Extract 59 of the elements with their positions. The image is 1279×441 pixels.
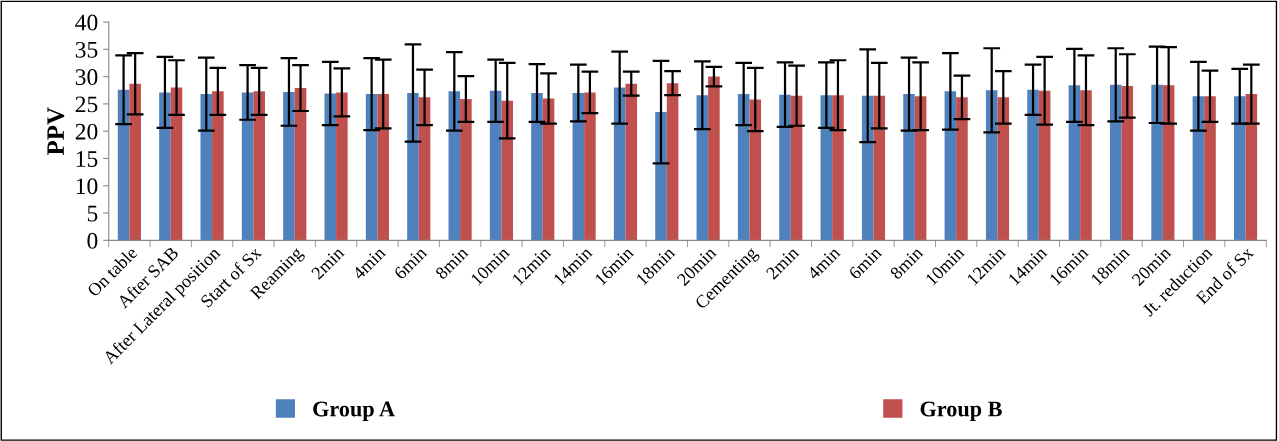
bar bbox=[336, 92, 348, 241]
bar bbox=[1233, 96, 1246, 241]
bar bbox=[241, 92, 254, 241]
bar bbox=[666, 83, 679, 241]
y-axis-title: PPV bbox=[47, 107, 65, 156]
bar bbox=[159, 92, 171, 241]
y-tick-label: 40 bbox=[75, 14, 98, 31]
bar bbox=[625, 83, 638, 241]
bar bbox=[914, 96, 927, 241]
bar bbox=[407, 93, 419, 241]
bar bbox=[696, 95, 709, 241]
bar bbox=[873, 95, 886, 241]
x-tick-label: 8min bbox=[434, 245, 469, 280]
bar bbox=[956, 97, 968, 241]
bar bbox=[997, 97, 1010, 241]
bar bbox=[531, 93, 543, 241]
bar bbox=[655, 112, 667, 241]
bar bbox=[737, 94, 750, 241]
legend-label: Group A bbox=[313, 401, 395, 421]
bar bbox=[283, 91, 295, 241]
y-tick-label: 25 bbox=[75, 96, 98, 113]
bar bbox=[1027, 89, 1039, 241]
bar bbox=[1204, 96, 1216, 241]
bar bbox=[1245, 94, 1258, 241]
bar bbox=[212, 91, 224, 241]
x-tick-label: 6min bbox=[848, 245, 883, 280]
x-tick-label: 8min bbox=[889, 245, 924, 280]
bar bbox=[253, 91, 265, 241]
bar bbox=[1109, 84, 1122, 241]
bar bbox=[749, 99, 762, 241]
bar bbox=[377, 94, 389, 241]
bar bbox=[1151, 84, 1163, 241]
bar bbox=[489, 90, 502, 241]
legend-label: Group B bbox=[920, 401, 1002, 421]
bar bbox=[572, 93, 585, 241]
bar bbox=[501, 100, 514, 241]
bar bbox=[584, 92, 596, 241]
y-tick-label: 35 bbox=[75, 41, 98, 58]
bar bbox=[820, 95, 833, 241]
bar bbox=[779, 94, 791, 241]
bar bbox=[294, 88, 307, 241]
bar bbox=[1080, 90, 1092, 241]
x-tick-label: 2min bbox=[310, 245, 345, 280]
x-tick-label: 6min bbox=[393, 245, 428, 280]
bar bbox=[832, 95, 844, 241]
x-tick-label: 4min bbox=[806, 245, 841, 281]
bar bbox=[708, 76, 720, 241]
y-tick-label: 30 bbox=[75, 69, 98, 86]
bar bbox=[985, 90, 998, 241]
y-tick-label: 0 bbox=[87, 232, 98, 249]
x-tick-label: 4min bbox=[351, 245, 387, 281]
y-tick-label: 10 bbox=[76, 178, 98, 195]
y-tick-label: 5 bbox=[87, 205, 98, 222]
y-tick-label: 15 bbox=[76, 151, 98, 167]
bar bbox=[903, 94, 915, 241]
bar bbox=[129, 83, 141, 241]
bar bbox=[200, 94, 213, 241]
bar bbox=[460, 99, 472, 241]
y-tick-label: 20 bbox=[75, 123, 98, 140]
